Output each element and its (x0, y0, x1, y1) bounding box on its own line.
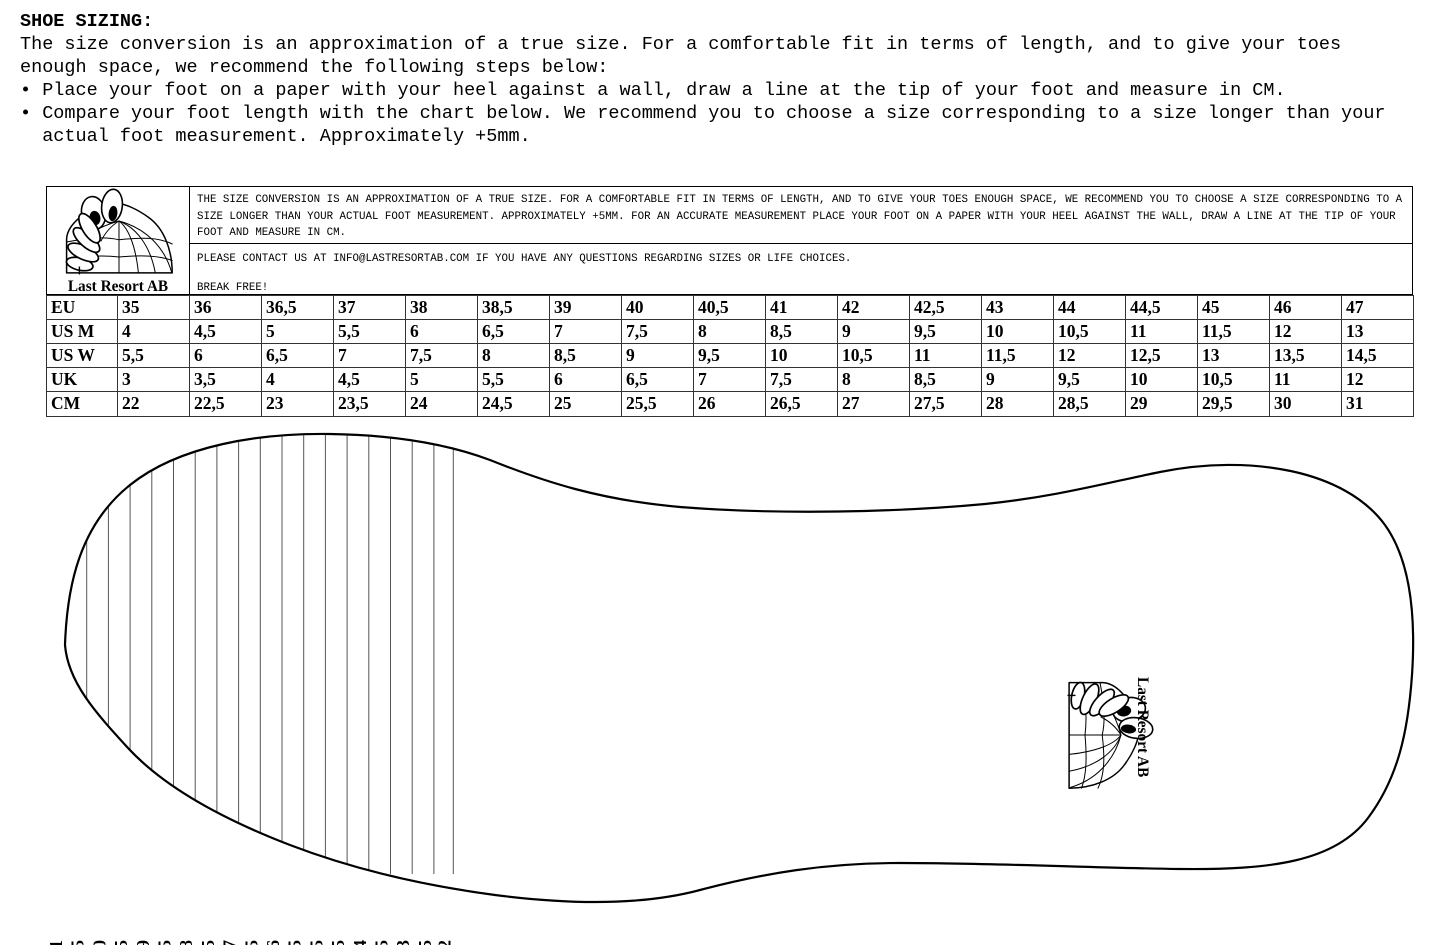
svg-text:30,5: 30,5 (68, 940, 88, 945)
svg-text:23,5: 23,5 (372, 940, 392, 945)
svg-text:23: 23 (393, 940, 413, 945)
svg-text:22,5: 22,5 (415, 940, 435, 945)
svg-text:25,5: 25,5 (285, 940, 305, 945)
svg-text:25: 25 (306, 940, 326, 945)
svg-text:29: 29 (133, 940, 153, 945)
svg-text:30: 30 (89, 940, 109, 945)
svg-text:27: 27 (220, 940, 240, 945)
svg-text:31: 31 (46, 940, 66, 945)
svg-text:29,5: 29,5 (111, 940, 131, 945)
svg-text:26,5: 26,5 (241, 940, 261, 945)
svg-text:Last Resort AB: Last Resort AB (1134, 677, 1151, 777)
svg-text:27,5: 27,5 (198, 940, 218, 945)
svg-text:24: 24 (350, 940, 370, 945)
svg-text:24,5: 24,5 (328, 940, 348, 945)
svg-text:28: 28 (176, 940, 196, 945)
svg-text:26: 26 (263, 940, 283, 945)
svg-text:28,5: 28,5 (155, 940, 175, 945)
svg-text:22: 22 (434, 940, 454, 945)
